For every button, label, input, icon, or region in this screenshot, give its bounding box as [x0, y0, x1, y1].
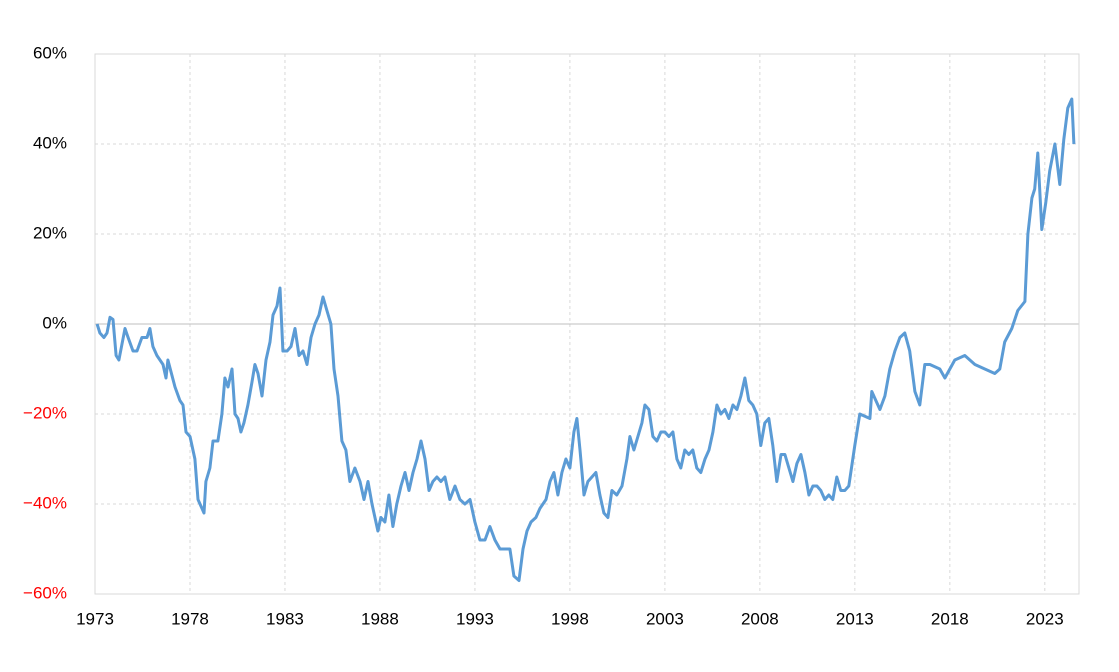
- y-tick-label: 40%: [33, 133, 67, 152]
- x-tick-label: 1973: [76, 609, 114, 628]
- x-tick-label: 2003: [646, 609, 684, 628]
- plot-frame: [94, 53, 1080, 595]
- y-tick-label: 60%: [33, 43, 67, 62]
- x-tick-label: 2008: [741, 609, 779, 628]
- y-tick-label: 20%: [33, 223, 67, 242]
- y-tick-label: −40%: [23, 493, 67, 512]
- x-tick-label: 2013: [836, 609, 874, 628]
- x-tick-label: 1993: [456, 609, 494, 628]
- x-tick-label: 1998: [551, 609, 589, 628]
- x-tick-label: 1978: [171, 609, 209, 628]
- data-line: [95, 97, 1076, 582]
- x-tick-label: 1983: [266, 609, 304, 628]
- y-tick-label: 0%: [42, 313, 67, 332]
- x-tick-label: 2023: [1026, 609, 1064, 628]
- y-tick-label: −20%: [23, 403, 67, 422]
- x-tick-label: 1988: [361, 609, 399, 628]
- x-tick-label: 2018: [931, 609, 969, 628]
- y-tick-label: −60%: [23, 583, 67, 602]
